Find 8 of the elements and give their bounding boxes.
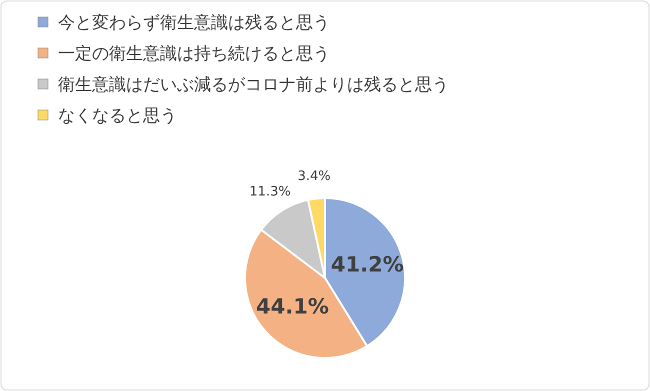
- data-label: 44.1%: [256, 294, 329, 318]
- data-label: 3.4%: [298, 169, 331, 184]
- data-label: 11.3%: [249, 184, 291, 200]
- legend-label: 今と変わらず衛生意識は残ると思う: [58, 13, 330, 33]
- legend-label: 一定の衛生意識は持ち続けると思う: [58, 44, 330, 64]
- legend-label: なくなると思う: [58, 106, 177, 126]
- data-label: 41.2%: [330, 252, 404, 277]
- legend-label: 衛生意識はだいぶ減るがコロナ前よりは残ると思う: [58, 75, 449, 95]
